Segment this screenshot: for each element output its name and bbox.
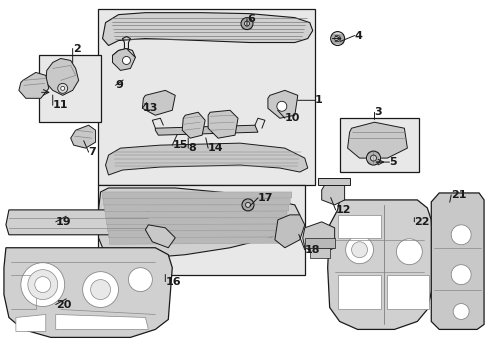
Polygon shape (430, 193, 483, 329)
Circle shape (35, 276, 51, 293)
Text: 20: 20 (56, 300, 71, 310)
Text: 9: 9 (115, 80, 123, 90)
Text: 6: 6 (246, 14, 254, 24)
Polygon shape (182, 112, 205, 138)
Polygon shape (347, 122, 407, 158)
Polygon shape (155, 125, 258, 135)
Circle shape (450, 225, 470, 245)
Circle shape (366, 151, 380, 165)
Text: 17: 17 (258, 193, 273, 203)
Polygon shape (317, 178, 349, 185)
Polygon shape (4, 248, 172, 337)
Polygon shape (107, 224, 283, 231)
Text: 21: 21 (450, 190, 466, 200)
Text: 5: 5 (388, 157, 396, 167)
Circle shape (396, 239, 422, 265)
Polygon shape (386, 275, 428, 310)
Circle shape (334, 36, 340, 41)
Circle shape (90, 280, 110, 300)
Text: 4: 4 (354, 31, 362, 41)
Circle shape (330, 32, 344, 45)
Circle shape (122, 57, 130, 64)
Circle shape (241, 18, 252, 30)
Circle shape (450, 265, 470, 285)
Polygon shape (142, 90, 175, 115)
Circle shape (370, 155, 376, 161)
Polygon shape (267, 90, 297, 118)
Circle shape (61, 86, 64, 90)
Polygon shape (309, 248, 329, 258)
Text: 3: 3 (374, 107, 381, 117)
Circle shape (58, 84, 67, 93)
Polygon shape (19, 72, 49, 98)
Polygon shape (102, 192, 291, 199)
Polygon shape (106, 218, 285, 225)
Polygon shape (104, 205, 288, 212)
Polygon shape (105, 143, 307, 175)
Polygon shape (302, 222, 334, 255)
Polygon shape (108, 231, 282, 238)
Circle shape (276, 101, 286, 111)
Bar (98, 9, 314, 185)
Text: 22: 22 (413, 217, 429, 227)
Bar (98, 185, 304, 275)
Bar (39, 55, 101, 122)
Polygon shape (103, 198, 289, 206)
Polygon shape (102, 13, 312, 45)
Text: 7: 7 (88, 147, 96, 157)
Polygon shape (109, 237, 280, 244)
Text: 16: 16 (165, 276, 181, 287)
Text: 19: 19 (56, 217, 71, 227)
Text: 8: 8 (188, 143, 196, 153)
Polygon shape (16, 315, 46, 332)
Text: 15: 15 (172, 140, 187, 150)
Polygon shape (112, 49, 135, 71)
Circle shape (21, 263, 64, 306)
Circle shape (345, 236, 373, 264)
Circle shape (245, 202, 250, 207)
Polygon shape (208, 110, 238, 138)
Text: 18: 18 (304, 245, 320, 255)
Polygon shape (46, 58, 79, 95)
Text: 2: 2 (73, 44, 80, 54)
Text: 13: 13 (142, 103, 158, 113)
Circle shape (128, 268, 152, 292)
Polygon shape (71, 125, 95, 148)
Polygon shape (99, 188, 299, 258)
Polygon shape (105, 211, 286, 219)
Circle shape (244, 21, 249, 26)
Polygon shape (304, 238, 334, 248)
Text: 10: 10 (285, 113, 300, 123)
Circle shape (452, 303, 468, 319)
Circle shape (82, 272, 118, 307)
Bar (339, 118, 419, 172)
Text: 14: 14 (208, 143, 224, 153)
Text: 1: 1 (314, 95, 322, 105)
Circle shape (399, 285, 419, 305)
Polygon shape (145, 225, 175, 248)
Polygon shape (56, 315, 148, 329)
Text: 12: 12 (335, 205, 350, 215)
Circle shape (28, 270, 58, 300)
Polygon shape (321, 180, 344, 205)
Polygon shape (274, 215, 304, 248)
Circle shape (242, 199, 253, 211)
Polygon shape (327, 200, 433, 329)
Polygon shape (6, 210, 165, 235)
Circle shape (347, 283, 371, 306)
Polygon shape (337, 275, 381, 310)
Circle shape (351, 242, 367, 258)
Polygon shape (337, 215, 381, 238)
Text: 11: 11 (53, 100, 68, 110)
